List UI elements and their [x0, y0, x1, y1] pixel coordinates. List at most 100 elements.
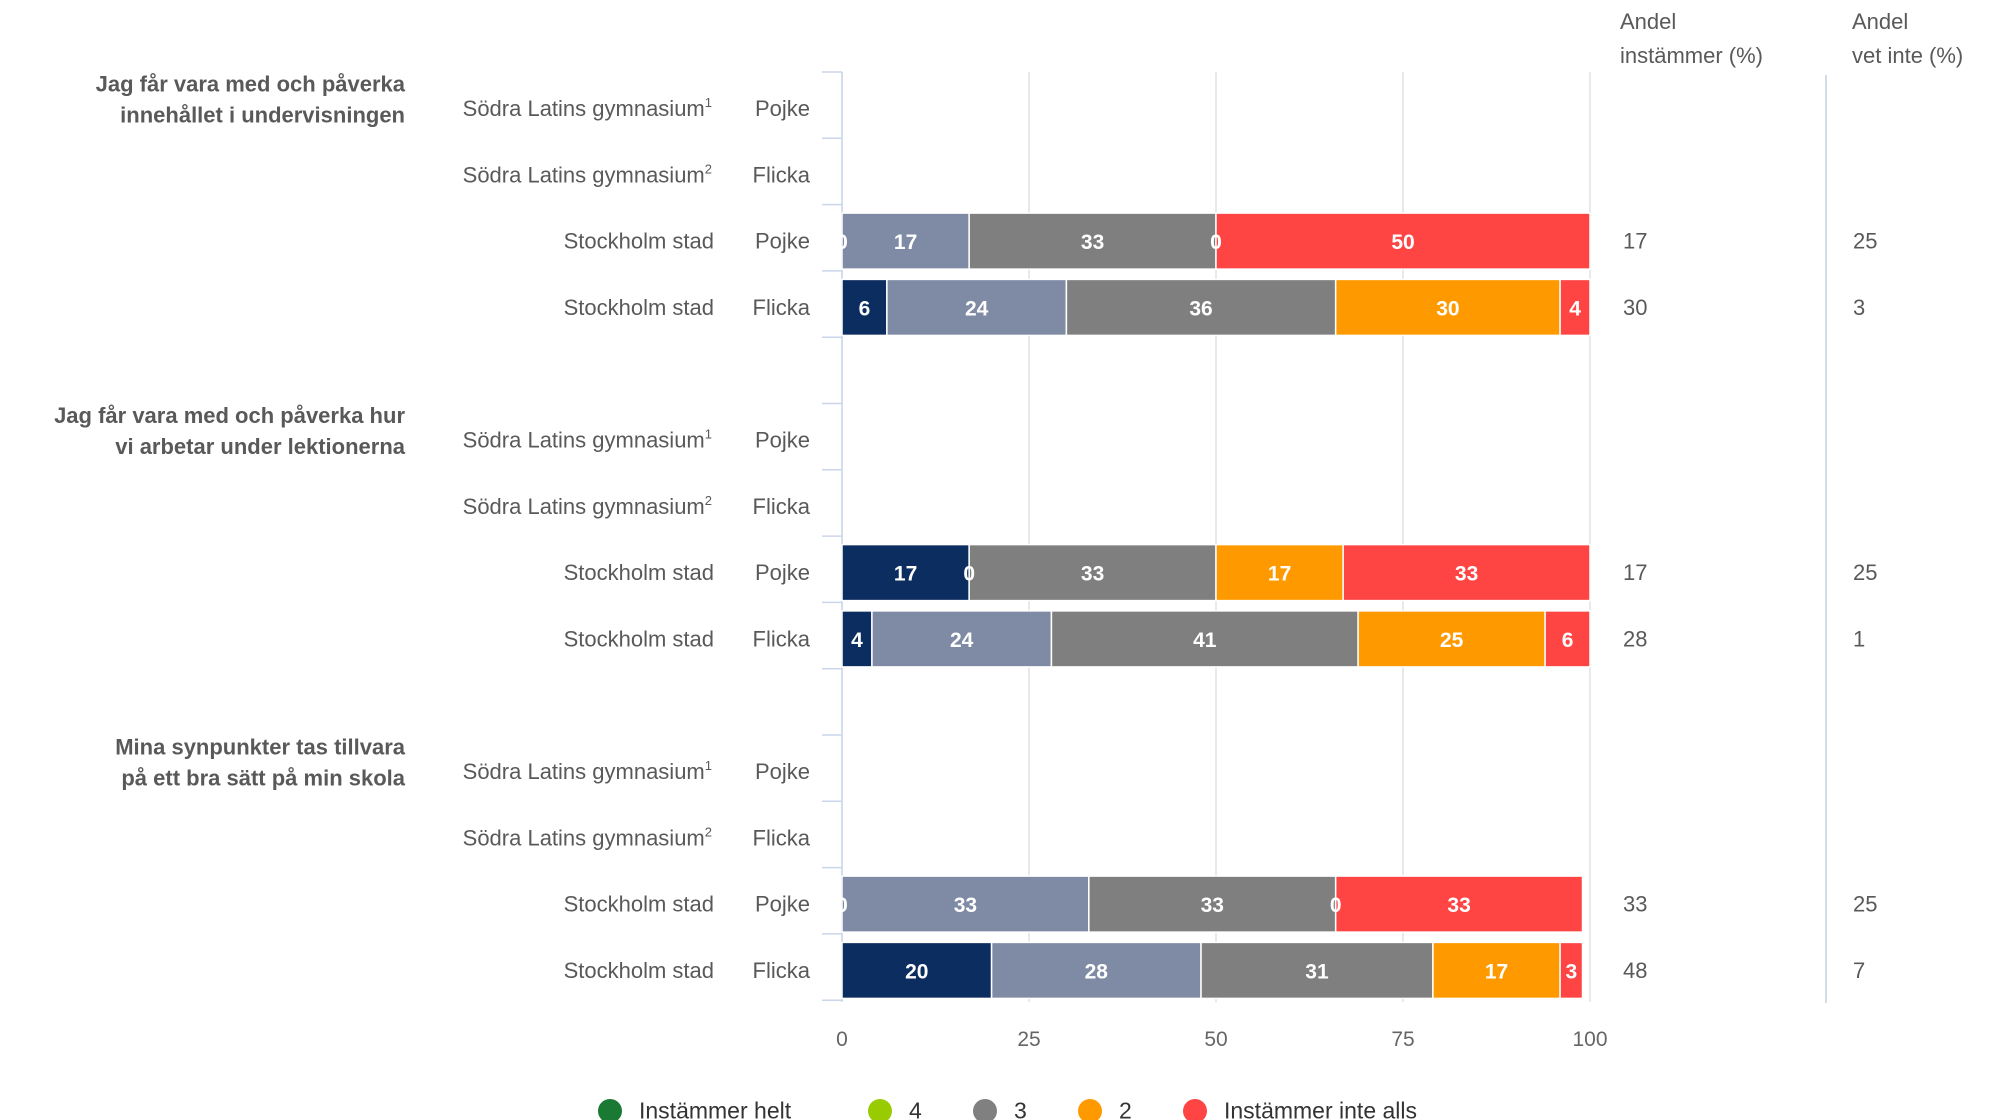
- x-tick-label: 50: [1204, 1028, 1227, 1051]
- school-label: Södra Latins gymnasium2: [463, 824, 712, 850]
- legend-label[interactable]: Instämmer helt: [639, 1098, 792, 1120]
- gender-label: Pojke: [755, 428, 810, 453]
- school-label: Södra Latins gymnasium1: [463, 95, 712, 121]
- legend-label[interactable]: 3: [1014, 1098, 1027, 1120]
- data-label: 33: [1447, 894, 1470, 917]
- data-label: 31: [1305, 960, 1329, 983]
- bar-segment: [1088, 875, 1337, 933]
- bar-segment: [841, 212, 970, 270]
- data-label: 4: [1569, 297, 1581, 320]
- data-label: 17: [1485, 960, 1508, 983]
- gridlines: [822, 71, 1827, 1003]
- gender-label: Flicka: [753, 825, 811, 850]
- data-label: 0: [836, 894, 848, 917]
- gender-label: Flicka: [753, 162, 811, 187]
- legend-marker: [868, 1099, 892, 1120]
- bar-segment: [841, 610, 873, 668]
- footnote-marker: 1: [705, 95, 712, 110]
- gender-label: Flicka: [753, 494, 811, 519]
- data-label: 0: [1330, 894, 1342, 917]
- data-label: 3: [1565, 960, 1577, 983]
- bar-segment: [990, 941, 1202, 1000]
- gender-label: Pojke: [755, 560, 810, 585]
- school-label: Stockholm stad: [564, 958, 714, 983]
- data-label: 24: [950, 629, 974, 652]
- data-label: 33: [1081, 231, 1104, 254]
- andel-instammer-value: 33: [1623, 892, 1647, 917]
- question-label: på ett bra sätt på min skola: [121, 766, 405, 791]
- data-label: 33: [1455, 563, 1478, 586]
- gender-label: Pojke: [755, 96, 810, 121]
- legend: Instämmer helt 4 3 2 Instämmer inte alls: [598, 1098, 1417, 1120]
- legend-label[interactable]: Instämmer inte alls: [1224, 1098, 1417, 1120]
- data-label: 6: [1562, 629, 1574, 652]
- gender-label: Pojke: [755, 759, 810, 784]
- bar-segment: [1342, 543, 1591, 602]
- data-label: 20: [905, 960, 928, 983]
- chart-rows: Jag får vara med och påverka innehållet i…: [54, 72, 1877, 983]
- data-label: 41: [1193, 629, 1217, 652]
- bar-segment: [1544, 610, 1591, 668]
- header-vet-inte-line2: vet inte (%): [1852, 43, 1963, 68]
- footnote-marker: 2: [705, 161, 712, 176]
- bar-segment: [1432, 941, 1561, 1000]
- school-label: Södra Latins gymnasium1: [463, 427, 712, 453]
- bar-segment: [968, 212, 1217, 270]
- bar-segment: [841, 941, 993, 1000]
- bar-segment: [1334, 875, 1584, 933]
- andel-vet-inte-value: 25: [1853, 560, 1877, 585]
- data-label: 33: [1201, 894, 1224, 917]
- andel-instammer-value: 17: [1623, 229, 1647, 254]
- andel-vet-inte-value: 1: [1853, 626, 1865, 651]
- legend-marker: [973, 1099, 997, 1120]
- school-label: Södra Latins gymnasium1: [463, 758, 712, 784]
- data-label: 33: [1081, 563, 1104, 586]
- footnote-marker: 2: [705, 493, 712, 508]
- bar-segment: [841, 278, 888, 337]
- data-label: 25: [1440, 629, 1464, 652]
- legend-marker: [1183, 1099, 1207, 1120]
- x-tick-label: 25: [1017, 1028, 1040, 1051]
- data-label: 6: [859, 297, 871, 320]
- school-label: Södra Latins gymnasium2: [463, 493, 712, 519]
- question-label: Jag får vara med och påverka: [96, 72, 406, 97]
- gender-label: Pojke: [755, 892, 810, 917]
- legend-label[interactable]: 2: [1119, 1098, 1132, 1120]
- bar-segment: [1334, 278, 1561, 337]
- bar-segment: [1559, 278, 1591, 337]
- data-label: 0: [836, 231, 848, 254]
- bar-segment: [1357, 610, 1546, 668]
- legend-label[interactable]: 4: [909, 1098, 922, 1120]
- gender-label: Flicka: [753, 295, 811, 320]
- school-label: Stockholm stad: [564, 626, 714, 651]
- header-instammer-line1: Andel: [1620, 9, 1676, 34]
- footnote-marker: 2: [705, 824, 712, 839]
- bar-segment: [1559, 941, 1584, 1000]
- andel-vet-inte-value: 3: [1853, 295, 1865, 320]
- bar-segment: [1200, 941, 1434, 1000]
- legend-marker: [598, 1099, 622, 1120]
- school-label: Stockholm stad: [564, 229, 714, 254]
- question-label: Mina synpunkter tas tillvara: [115, 735, 406, 760]
- andel-vet-inte-value: 7: [1853, 958, 1865, 983]
- bar-segment: [841, 875, 1090, 933]
- school-label: Stockholm stad: [564, 560, 714, 585]
- bar-segment: [1215, 212, 1591, 270]
- data-label: 17: [894, 231, 917, 254]
- data-label: 17: [894, 563, 917, 586]
- gender-label: Pojke: [755, 229, 810, 254]
- bar-segment: [886, 278, 1068, 337]
- question-label: innehållet i undervisningen: [120, 103, 405, 128]
- data-label: 30: [1436, 297, 1459, 320]
- bar-segments: 0 17 33 0 50 6 24 36 30 4 17 0 33 17 33 4 24 41 25 6 0 33 33 0 3…: [836, 212, 1591, 1000]
- data-label: 4: [851, 629, 863, 652]
- footnote-marker: 1: [705, 758, 712, 773]
- question-label: Jag får vara med och påverka hur: [54, 403, 405, 428]
- andel-instammer-value: 48: [1623, 958, 1647, 983]
- andel-instammer-value: 28: [1623, 626, 1647, 651]
- data-label: 33: [954, 894, 977, 917]
- data-label: 24: [965, 297, 989, 320]
- data-label: 28: [1085, 960, 1109, 983]
- x-tick-label: 0: [836, 1028, 848, 1051]
- bar-segment: [968, 543, 1217, 602]
